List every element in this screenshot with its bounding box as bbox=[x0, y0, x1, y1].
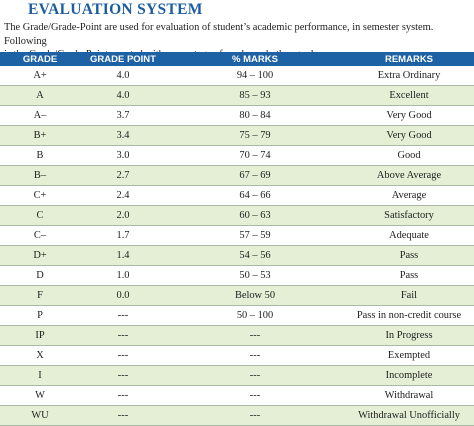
table-cell: Very Good bbox=[344, 105, 474, 126]
table-cell: Good bbox=[344, 145, 474, 166]
table-cell: Below 50 bbox=[166, 285, 344, 306]
table-row: B– 2.7 67 – 69 Above Average bbox=[0, 165, 474, 186]
table-cell: 1.0 bbox=[80, 265, 166, 286]
table-cell: 2.0 bbox=[80, 205, 166, 226]
table-cell: A+ bbox=[0, 66, 80, 86]
table-cell: A bbox=[0, 85, 80, 106]
table-cell: --- bbox=[80, 305, 166, 326]
table-cell: 2.4 bbox=[80, 185, 166, 206]
table-cell: P bbox=[0, 305, 80, 326]
table-cell: X bbox=[0, 345, 80, 366]
intro-line: The Grade/Grade-Point are used for evalu… bbox=[4, 22, 434, 47]
table-row: D 1.0 50 – 53 Pass bbox=[0, 265, 474, 286]
table-row: D+ 1.4 54 – 56 Pass bbox=[0, 245, 474, 266]
table-cell: 4.0 bbox=[80, 66, 166, 86]
table-cell: Adequate bbox=[344, 225, 474, 246]
table-row: F 0.0 Below 50 Fail bbox=[0, 285, 474, 306]
table-cell: 3.7 bbox=[80, 105, 166, 126]
table-cell: 60 – 63 bbox=[166, 205, 344, 226]
table-cell: 3.0 bbox=[80, 145, 166, 166]
table-cell: Excellent bbox=[344, 85, 474, 106]
table-cell: C– bbox=[0, 225, 80, 246]
table-row: I --- --- Incomplete bbox=[0, 365, 474, 386]
column-header: % MARKS bbox=[166, 52, 344, 66]
table-cell: Withdrawal bbox=[344, 385, 474, 406]
table-row: C+ 2.4 64 – 66 Average bbox=[0, 185, 474, 206]
table-cell: --- bbox=[80, 325, 166, 346]
column-header: REMARKS bbox=[344, 52, 474, 66]
table-cell: 75 – 79 bbox=[166, 125, 344, 146]
table-cell: 57 – 59 bbox=[166, 225, 344, 246]
header-row: GRADE GRADE POINT% MARKS REMARKS bbox=[0, 52, 474, 66]
table-row: A– 3.7 80 – 84 Very Good bbox=[0, 105, 474, 126]
table-cell: 70 – 74 bbox=[166, 145, 344, 166]
table-cell: Exempted bbox=[344, 345, 474, 366]
table-cell: D+ bbox=[0, 245, 80, 266]
table-row: A 4.0 85 – 93 Excellent bbox=[0, 85, 474, 106]
table-cell: 94 – 100 bbox=[166, 66, 344, 86]
table-cell: WU bbox=[0, 405, 80, 426]
table-cell: 50 – 53 bbox=[166, 265, 344, 286]
table-cell: 80 – 84 bbox=[166, 105, 344, 126]
table-cell: 4.0 bbox=[80, 85, 166, 106]
table-cell: --- bbox=[166, 365, 344, 386]
table-row: C 2.0 60 – 63 Satisfactory bbox=[0, 205, 474, 226]
table-cell: --- bbox=[166, 345, 344, 366]
table-row: P --- 50 – 100 Pass in non-credit course bbox=[0, 305, 474, 326]
table-cell: --- bbox=[166, 405, 344, 426]
table-cell: F bbox=[0, 285, 80, 306]
table-row: A+ 4.0 94 – 100 Extra Ordinary bbox=[0, 66, 474, 86]
table-cell: Pass in non-credit course bbox=[344, 305, 474, 326]
table-row: C– 1.7 57 – 59 Adequate bbox=[0, 225, 474, 246]
table-cell: B+ bbox=[0, 125, 80, 146]
table-cell: C bbox=[0, 205, 80, 226]
table-cell: 3.4 bbox=[80, 125, 166, 146]
table-cell: --- bbox=[80, 385, 166, 406]
title: EVALUATION SYSTEM bbox=[28, 1, 203, 18]
table-cell: --- bbox=[80, 365, 166, 386]
column-header: GRADE bbox=[0, 52, 80, 66]
table-cell: Average bbox=[344, 185, 474, 206]
table-cell: 1.7 bbox=[80, 225, 166, 246]
table-cell: Pass bbox=[344, 265, 474, 286]
table-row: W --- --- Withdrawal bbox=[0, 385, 474, 406]
grade-table: GRADE GRADE POINT% MARKS REMARKS A+ 4.0 94 –… bbox=[0, 52, 474, 426]
table-cell: 64 – 66 bbox=[166, 185, 344, 206]
table-cell: IP bbox=[0, 325, 80, 346]
table-cell: C+ bbox=[0, 185, 80, 206]
table-cell: Extra Ordinary bbox=[344, 66, 474, 86]
table-cell: Pass bbox=[344, 245, 474, 266]
table-cell: Incomplete bbox=[344, 365, 474, 386]
table-cell: 54 – 56 bbox=[166, 245, 344, 266]
table-cell: Fail bbox=[344, 285, 474, 306]
table-cell: 67 – 69 bbox=[166, 165, 344, 186]
table-cell: A– bbox=[0, 105, 80, 126]
table-cell: 0.0 bbox=[80, 285, 166, 306]
table-cell: Satisfactory bbox=[344, 205, 474, 226]
table-row: WU --- --- Withdrawal Unofficially bbox=[0, 405, 474, 426]
table-cell: B bbox=[0, 145, 80, 166]
table-row: B+ 3.4 75 – 79 Very Good bbox=[0, 125, 474, 146]
table-cell: 50 – 100 bbox=[166, 305, 344, 326]
table-cell: B– bbox=[0, 165, 80, 186]
table-cell: 85 – 93 bbox=[166, 85, 344, 106]
table-cell: --- bbox=[80, 405, 166, 426]
table-cell: --- bbox=[166, 385, 344, 406]
table-cell: 1.4 bbox=[80, 245, 166, 266]
column-header: GRADE POINT bbox=[80, 52, 166, 66]
table-cell: D bbox=[0, 265, 80, 286]
table-row: IP --- --- In Progress bbox=[0, 325, 474, 346]
table-cell: W bbox=[0, 385, 80, 406]
table-cell: I bbox=[0, 365, 80, 386]
table-cell: --- bbox=[166, 325, 344, 346]
table-row: X --- --- Exempted bbox=[0, 345, 474, 366]
table-cell: In Progress bbox=[344, 325, 474, 346]
table-cell: 2.7 bbox=[80, 165, 166, 186]
table-cell: Withdrawal Unofficially bbox=[344, 405, 474, 426]
table-row: B 3.0 70 – 74 Good bbox=[0, 145, 474, 166]
table-cell: Above Average bbox=[344, 165, 474, 186]
table-cell: Very Good bbox=[344, 125, 474, 146]
table-cell: --- bbox=[80, 345, 166, 366]
